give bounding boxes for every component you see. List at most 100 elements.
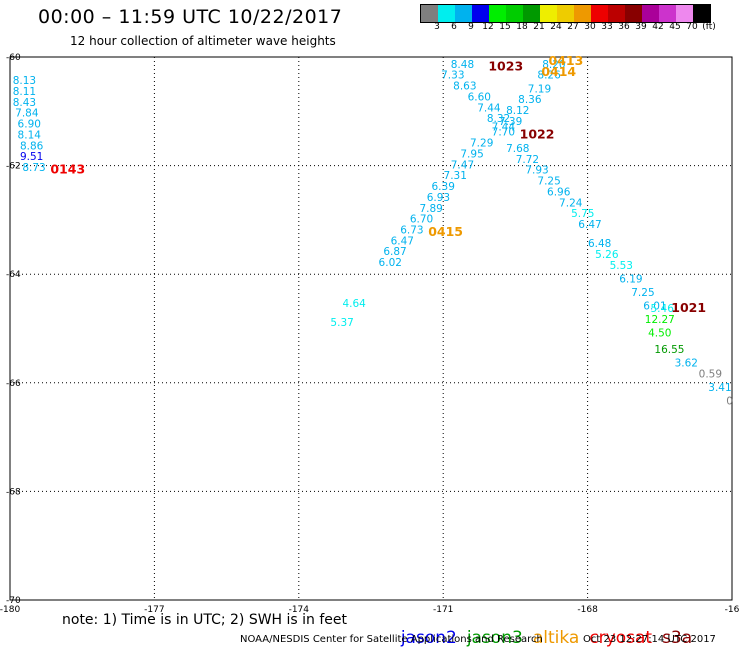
data-point-label: 6.60 [468,91,491,103]
colorbar-swatch [625,5,642,22]
legend-s3a: s3a [662,628,693,648]
data-point-label: 8.12 [506,105,529,117]
colorbar-swatch [693,5,710,22]
data-point-label: 5.26 [595,249,619,261]
data-point-label: 8.13 [13,75,36,87]
colorbar-label: 9 [468,22,474,32]
data-point-label: 7.25 [631,287,654,299]
colorbar-label: 6 [451,22,457,32]
data-point-label: 7.25 [537,176,560,188]
pass-time-annotation: 0415 [428,224,463,239]
colorbar-label: 21 [533,22,545,32]
satellite-legend: jason2 jason3 altika cryosat s3a [390,608,702,648]
data-point-label: 12.27 [645,314,675,326]
footer-note: note: 1) Time is in UTC; 2) SWH is in fe… [62,612,348,628]
data-point-label: 8.86 [20,140,44,152]
x-tick-label: -174 [289,605,310,615]
data-point-label: 8.32 [487,113,510,125]
grid [10,57,732,600]
y-tick-label: -68 [6,487,21,497]
x-tick-label: -180 [0,605,20,615]
data-point-label: 8.11 [13,86,36,98]
data-point-label: 6.90 [18,119,41,131]
colorbar-swatch [506,5,523,22]
y-tick-label: -62 [6,162,21,172]
plot-frame [9,56,733,601]
data-point-label: 7.31 [444,170,467,182]
data-point-label: 6.02 [379,257,402,269]
colorbar-swatch [591,5,608,22]
y-tick-label: -60 [6,53,21,63]
x-tick-label: -177 [144,605,164,615]
data-point-label: 4.64 [342,298,366,310]
data-point-label: 8.73 [22,162,45,174]
colorbar-swatch [642,5,659,22]
colorbar-swatch [574,5,591,22]
colorbar-label: 24 [550,22,562,32]
pass-time-annotation: 1021 [671,300,706,315]
legend-altika: altika [532,628,580,648]
colorbar-label: (ft) [702,22,716,32]
data-point-label: 7.24 [559,197,583,209]
data-point-label: 0.59 [699,368,722,380]
data-point-label: 8.43 [13,97,36,109]
data-point-label: 7.29 [470,138,493,150]
colorbar-swatch [489,5,506,22]
colorbar-swatch [676,5,693,22]
colorbar-labels: 3 6 9 12 15 18 21 24 27 30 33 36 39 42 45 70 (ft) [420,22,740,34]
data-point-label: 7.95 [460,148,483,160]
colorbar-label: 39 [635,22,647,32]
y-tick-label: -70 [6,596,21,606]
colorbar-label: 42 [652,22,664,32]
generated-timestamp: Oct 23 12:27:14 UTC 2017 [583,634,716,645]
colorbar [420,4,711,23]
legend-jason2: jason2 [400,628,457,648]
data-point-label: 7.47 [451,159,474,171]
data-point-label: 6.87 [383,246,406,258]
chart-title: 00:00 – 11:59 UTC 10/22/2017 [38,6,343,28]
colorbar-label: 30 [584,22,596,32]
data-point-label: 5.53 [610,260,633,272]
data-point-label: 7.84 [15,108,39,120]
data-point-label: 7.70 [492,127,515,139]
pass-time-annotation: 1022 [520,126,555,141]
data-point-label: 9.51 [20,151,43,163]
data-point-label: 6.01 [643,300,666,312]
data-point-label: 7.44 [477,102,501,114]
data-point-label: 5.37 [330,317,353,329]
plot-border [9,56,733,601]
data-point-label: 3.41 [708,382,731,394]
legend-jason3: jason3 [466,628,523,648]
data-point-label: 8.63 [453,81,476,93]
colorbar-swatch [472,5,489,22]
data-point-label: 5.75 [571,208,594,220]
data-point-label: 4.50 [648,328,671,340]
data-point-label: 6.73 [400,224,423,236]
y-tick-label: -66 [6,379,21,389]
x-tick-label: -168 [577,605,598,615]
colorbar-label: 12 [482,22,494,32]
colorbar-label: 3 [434,22,440,32]
colorbar-swatch [557,5,574,22]
colorbar-swatch [523,5,540,22]
data-point-label: 6.47 [391,235,414,247]
data-point-label: 6.96 [547,186,571,198]
pass-time-annotation: 0143 [50,162,85,177]
chart-subtitle: 12 hour collection of altimeter wave hei… [70,34,336,48]
x-tick-label: -171 [433,605,453,615]
colorbar-label: 33 [601,22,613,32]
colorbar-label: 18 [516,22,528,32]
pass-time-annotation: 0413 [549,53,584,68]
data-point-label: 8.26 [537,70,561,82]
colorbar-label: 15 [499,22,511,32]
colorbar-swatch [421,5,438,22]
data-point-label: 7.68 [506,143,529,155]
data-points: 8.138.118.437.846.908.148.869.518.73 8.20… [13,59,733,408]
x-tick-label: -16 [725,605,740,615]
axis-ticks: -180 -177 -174 -171 -168 -16 -60 -62 -64 -66 -68 -7… [0,53,740,615]
data-point-label: 7.72 [516,154,539,166]
data-point-label: 6.39 [432,181,455,193]
colorbar-swatch [455,5,472,22]
